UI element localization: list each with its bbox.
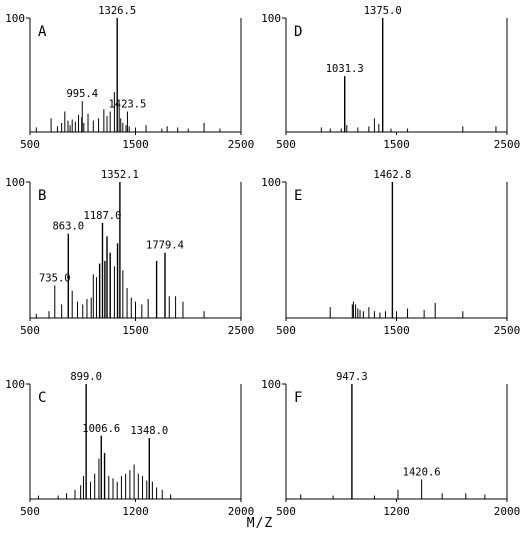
panel-f-letter: F [294,390,302,406]
panel-c-letter: C [38,390,46,406]
panel-f-ytick-label: 100 [261,378,281,391]
panel-d-peak-label: 1031.3 [326,63,364,75]
panel-c-peak-label: 1006.6 [82,423,120,435]
panel-a-peak-label: 1326.5 [98,5,136,17]
panel-b-letter: B [38,188,46,204]
panel-c-peak-label: 899.0 [70,371,102,383]
panel-e-xtick-label: 1500 [383,324,410,337]
panel-a-ytick-label: 100 [5,12,25,25]
panel-a-letter: A [38,24,47,40]
panel-b-peak-label: 735.0 [39,272,71,284]
panel-f-xtick-label: 1200 [383,505,410,518]
panel-c-peak-label: 1348.0 [130,425,168,437]
panel-c-xtick-label: 1200 [122,505,149,518]
panel-d-letter: D [294,24,302,40]
panel-f-peak-label: 947.3 [336,371,368,383]
panel-b-xtick-label: 1500 [122,324,149,337]
panel-a-peak-label: 1423.5 [108,98,146,110]
panel-f-xtick-label: 500 [276,505,296,518]
panel-c-xtick-label: 500 [20,505,40,518]
panel-d-xtick-label: 500 [276,138,296,151]
panel-c-ytick-label: 100 [5,378,25,391]
panel-a-xtick-label: 2500 [228,138,255,151]
panel-d-xtick-label: 2500 [494,138,520,151]
panel-c-xtick-label: 2000 [228,505,255,518]
panel-e-letter: E [294,188,302,204]
panel-a-peak-label: 995.4 [66,88,98,100]
panel-f-peak-label: 1420.6 [403,466,441,478]
x-axis-label: M/Z [246,516,274,531]
panel-d-peak-label: 1375.0 [364,5,402,17]
panel-a-xtick-label: 500 [20,138,40,151]
panel-b-peak-label: 1352.1 [101,169,139,181]
panel-b-peak-label: 1187.0 [84,210,122,222]
panel-d-xtick-label: 1500 [383,138,410,151]
panel-b-xtick-label: 2500 [228,324,255,337]
panel-d-ytick-label: 100 [261,12,281,25]
panel-b-peak-label: 863.0 [52,221,84,233]
panel-e-xtick-label: 500 [276,324,296,337]
panel-e-peak-label: 1462.8 [373,169,411,181]
panel-b-ytick-label: 100 [5,176,25,189]
panel-a-xtick-label: 1500 [122,138,149,151]
panel-e-xtick-label: 2500 [494,324,520,337]
panel-f-xtick-label: 2000 [494,505,520,518]
panel-b-xtick-label: 500 [20,324,40,337]
panel-b-peak-label: 1779.4 [146,240,184,252]
panel-e-ytick-label: 100 [261,176,281,189]
